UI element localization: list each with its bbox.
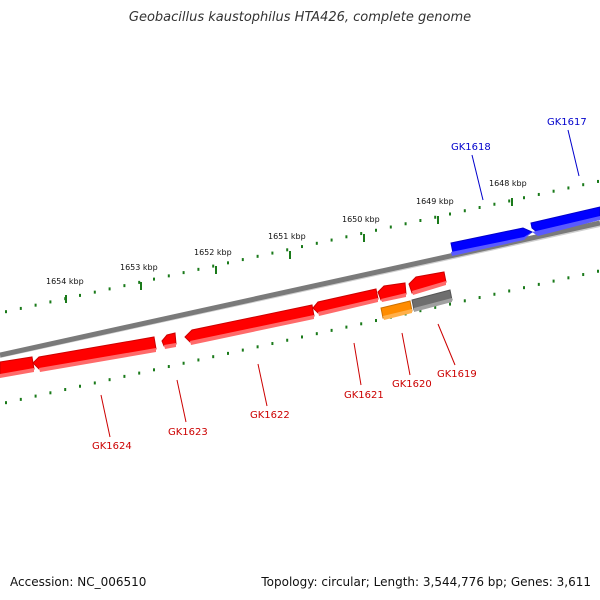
- gene-label-GK1618[interactable]: GK1618: [451, 142, 491, 153]
- callout-line: [401, 332, 411, 376]
- tick-label: 1650 kbp: [342, 215, 380, 224]
- tick-label: 1653 kbp: [120, 263, 158, 272]
- gene-label-GK1623[interactable]: GK1623: [168, 427, 208, 438]
- map-title: Geobacillus kaustophilus HTA426, complet…: [128, 10, 472, 25]
- callout-line: [100, 394, 111, 438]
- tick-label: 1654 kbp: [46, 277, 84, 286]
- gene-GK1623-feature[interactable]: [161, 332, 177, 349]
- callout-line: [567, 129, 580, 177]
- gene-GK1622-feature[interactable]: [184, 304, 315, 345]
- gene-label-GK1622[interactable]: GK1622: [250, 410, 290, 421]
- callout-line: [353, 342, 362, 386]
- gene-GK1625-partial-feature[interactable]: [0, 356, 35, 378]
- callout-line: [176, 379, 187, 423]
- accession-label: Accession: NC_006510: [10, 575, 147, 589]
- tick-label: 1651 kbp: [268, 232, 306, 241]
- tick-label: 1652 kbp: [194, 248, 232, 257]
- gene-label-GK1621[interactable]: GK1621: [344, 390, 384, 401]
- gene-GK1621-feature[interactable]: [312, 288, 379, 316]
- callout-line: [257, 363, 268, 407]
- gene-GK1618-feature[interactable]: [450, 227, 533, 256]
- tick-labels: 1654 kbp 1653 kbp 1652 kbp 1651 kbp 1650 kbp…: [46, 179, 527, 303]
- gene-GK1620-orange-feature[interactable]: [380, 300, 413, 320]
- callout-line: [437, 323, 456, 366]
- gene-label-GK1617[interactable]: GK1617: [547, 117, 587, 128]
- callout-line: [471, 154, 484, 201]
- gene-GK1617-feature[interactable]: [530, 206, 600, 236]
- genome-info-label: Topology: circular; Length: 3,544,776 bp…: [261, 575, 591, 589]
- gene-label-GK1619[interactable]: GK1619: [437, 369, 477, 380]
- gene-GK1619-feature[interactable]: [408, 271, 447, 295]
- tick-label: 1649 kbp: [416, 197, 454, 206]
- tick-track-outer: [5, 179, 599, 314]
- gene-label-GK1624[interactable]: GK1624: [92, 441, 132, 452]
- tick-label: 1648 kbp: [489, 179, 527, 188]
- gene-callouts: GK1617 GK1618 GK1619 GK1620 GK1621 GK1622 GK16…: [92, 117, 587, 452]
- gene-GK1620-feature[interactable]: [377, 282, 407, 302]
- gene-label-GK1620[interactable]: GK1620: [392, 379, 432, 390]
- gene-GK1619-gray-feature[interactable]: [411, 289, 453, 312]
- gene-GK1624-feature[interactable]: [32, 336, 157, 372]
